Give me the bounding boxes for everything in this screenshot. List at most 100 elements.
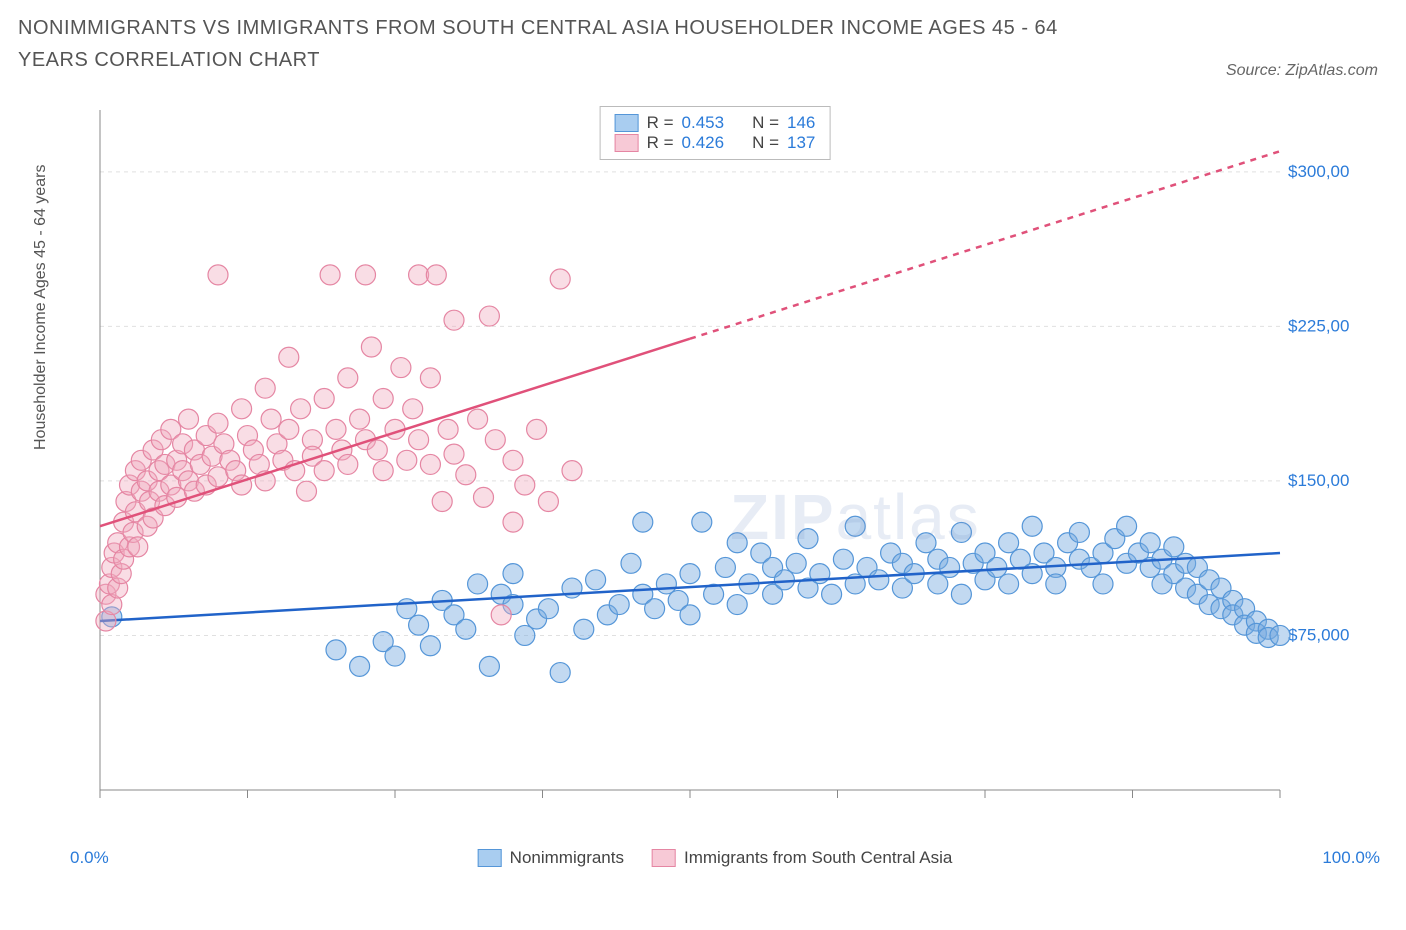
scatter-point-nonimmigrants (420, 636, 440, 656)
legend-series-item: Nonimmigrants (478, 848, 624, 868)
scatter-point-nonimmigrants (928, 574, 948, 594)
scatter-point-immigrants (338, 368, 358, 388)
legend-correlation-row: R =0.453N =146 (615, 113, 816, 133)
scatter-point-nonimmigrants (326, 640, 346, 660)
scatter-point-immigrants (538, 492, 558, 512)
ytick-label: $75,000 (1288, 625, 1349, 644)
scatter-point-immigrants (562, 461, 582, 481)
scatter-point-nonimmigrants (550, 663, 570, 683)
scatter-point-immigrants (420, 368, 440, 388)
scatter-point-immigrants (356, 265, 376, 285)
scatter-point-nonimmigrants (1093, 574, 1113, 594)
scatter-point-nonimmigrants (845, 516, 865, 536)
scatter-point-immigrants (279, 347, 299, 367)
scatter-point-nonimmigrants (680, 605, 700, 625)
scatter-point-immigrants (391, 358, 411, 378)
scatter-point-nonimmigrants (869, 570, 889, 590)
legend-r-label: R = (647, 113, 674, 133)
scatter-point-immigrants (261, 409, 281, 429)
scatter-point-immigrants (527, 419, 547, 439)
scatter-point-nonimmigrants (1164, 537, 1184, 557)
scatter-point-immigrants (409, 430, 429, 450)
scatter-point-nonimmigrants (951, 522, 971, 542)
scatter-point-immigrants (291, 399, 311, 419)
scatter-point-nonimmigrants (645, 599, 665, 619)
xaxis-min-label: 0.0% (70, 848, 109, 868)
source-label: Source: ZipAtlas.com (1226, 62, 1378, 80)
scatter-plot: $75,000$150,000$225,000$300,000 (90, 100, 1350, 850)
legend-series-label: Immigrants from South Central Asia (684, 848, 952, 868)
scatter-point-nonimmigrants (680, 564, 700, 584)
scatter-point-immigrants (297, 481, 317, 501)
trendline-immigrants-dashed (690, 151, 1280, 339)
scatter-point-nonimmigrants (574, 619, 594, 639)
scatter-point-nonimmigrants (1140, 533, 1160, 553)
scatter-point-nonimmigrants (916, 533, 936, 553)
legend-correlation-row: R =0.426N =137 (615, 133, 816, 153)
scatter-point-nonimmigrants (409, 615, 429, 635)
legend-swatch (652, 849, 676, 867)
scatter-point-immigrants (350, 409, 370, 429)
scatter-point-immigrants (208, 413, 228, 433)
scatter-point-immigrants (474, 487, 494, 507)
scatter-point-immigrants (409, 265, 429, 285)
legend-swatch (615, 134, 639, 152)
scatter-point-nonimmigrants (586, 570, 606, 590)
legend-swatch (615, 114, 639, 132)
scatter-point-immigrants (503, 512, 523, 532)
scatter-point-nonimmigrants (656, 574, 676, 594)
scatter-point-immigrants (403, 399, 423, 419)
scatter-point-immigrants (255, 378, 275, 398)
scatter-point-immigrants (479, 306, 499, 326)
scatter-point-immigrants (550, 269, 570, 289)
scatter-point-nonimmigrants (385, 646, 405, 666)
scatter-point-nonimmigrants (999, 533, 1019, 553)
scatter-point-nonimmigrants (951, 584, 971, 604)
scatter-point-nonimmigrants (621, 553, 641, 573)
scatter-point-nonimmigrants (999, 574, 1019, 594)
legend-n-value: 137 (787, 133, 815, 153)
legend-swatch (478, 849, 502, 867)
scatter-point-nonimmigrants (1022, 516, 1042, 536)
legend-r-label: R = (647, 133, 674, 153)
scatter-point-immigrants (361, 337, 381, 357)
scatter-point-nonimmigrants (1069, 522, 1089, 542)
scatter-point-nonimmigrants (1270, 625, 1290, 645)
legend-correlation: R =0.453N =146R =0.426N =137 (600, 106, 831, 160)
scatter-point-immigrants (208, 467, 228, 487)
scatter-point-immigrants (456, 465, 476, 485)
legend-r-value: 0.453 (682, 113, 725, 133)
scatter-point-nonimmigrants (715, 557, 735, 577)
scatter-point-immigrants (314, 388, 334, 408)
scatter-point-nonimmigrants (538, 599, 558, 619)
scatter-point-nonimmigrants (468, 574, 488, 594)
yaxis-label: Householder Income Ages 45 - 64 years (32, 165, 50, 451)
legend-r-value: 0.426 (682, 133, 725, 153)
scatter-point-immigrants (128, 537, 148, 557)
scatter-point-nonimmigrants (774, 570, 794, 590)
scatter-point-immigrants (232, 399, 252, 419)
scatter-point-immigrants (432, 492, 452, 512)
scatter-point-immigrants (279, 419, 299, 439)
scatter-point-nonimmigrants (1046, 574, 1066, 594)
scatter-point-immigrants (444, 310, 464, 330)
scatter-point-immigrants (373, 461, 393, 481)
scatter-point-immigrants (338, 454, 358, 474)
scatter-point-nonimmigrants (822, 584, 842, 604)
legend-n-label: N = (752, 113, 779, 133)
chart-area: Householder Income Ages 45 - 64 years $7… (50, 100, 1380, 870)
scatter-point-nonimmigrants (350, 656, 370, 676)
scatter-point-immigrants (373, 388, 393, 408)
scatter-point-immigrants (367, 440, 387, 460)
scatter-point-nonimmigrants (609, 595, 629, 615)
legend-series: Nonimmigrants Immigrants from South Centr… (478, 848, 953, 868)
scatter-point-immigrants (420, 454, 440, 474)
legend-series-label: Nonimmigrants (510, 848, 624, 868)
scatter-point-immigrants (468, 409, 488, 429)
scatter-point-nonimmigrants (727, 533, 747, 553)
scatter-point-nonimmigrants (786, 553, 806, 573)
scatter-point-nonimmigrants (1117, 516, 1137, 536)
scatter-point-immigrants (326, 419, 346, 439)
scatter-point-immigrants (426, 265, 446, 285)
scatter-point-immigrants (397, 450, 417, 470)
